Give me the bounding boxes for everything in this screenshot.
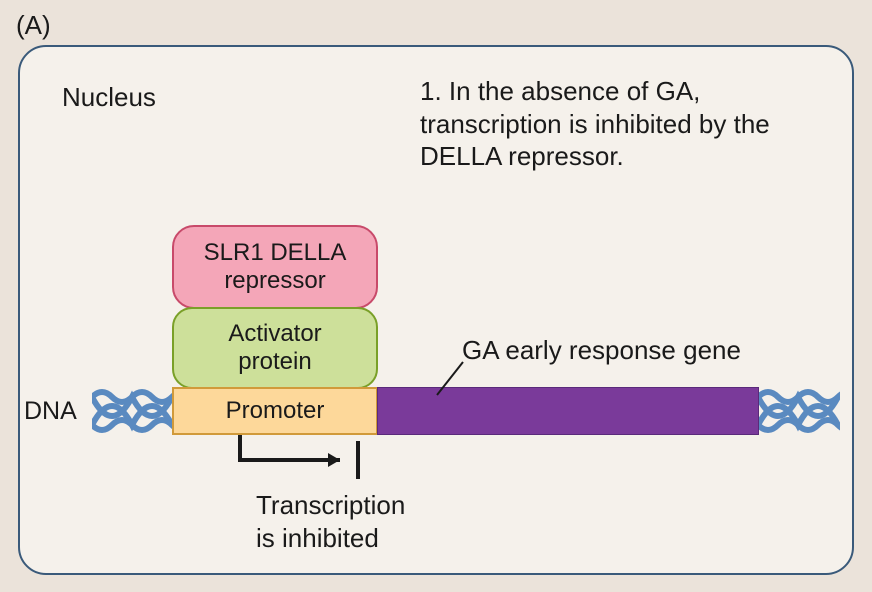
gene-leader-line — [435, 357, 475, 397]
nucleus-frame: Nucleus 1. In the absence of GA, transcr… — [18, 45, 854, 575]
repressor-label: SLR1 DELLA repressor — [204, 239, 347, 294]
gene-label: GA early response gene — [462, 335, 741, 366]
panel-letter: (A) — [16, 10, 51, 41]
activator-label: Activator protein — [228, 320, 321, 375]
caption-text: 1. In the absence of GA, transcription i… — [420, 75, 810, 173]
dna-helix-left — [92, 387, 174, 435]
transcription-label: Transcription is inhibited — [256, 489, 405, 554]
della-repressor: SLR1 DELLA repressor — [172, 225, 378, 309]
dna-label: DNA — [24, 397, 77, 426]
promoter-box: Promoter — [172, 387, 378, 435]
transcription-blocked-arrow — [230, 435, 380, 485]
dna-helix-right — [758, 387, 840, 435]
activator-protein: Activator protein — [172, 307, 378, 389]
promoter-label: Promoter — [226, 397, 325, 425]
nucleus-label: Nucleus — [62, 82, 156, 113]
